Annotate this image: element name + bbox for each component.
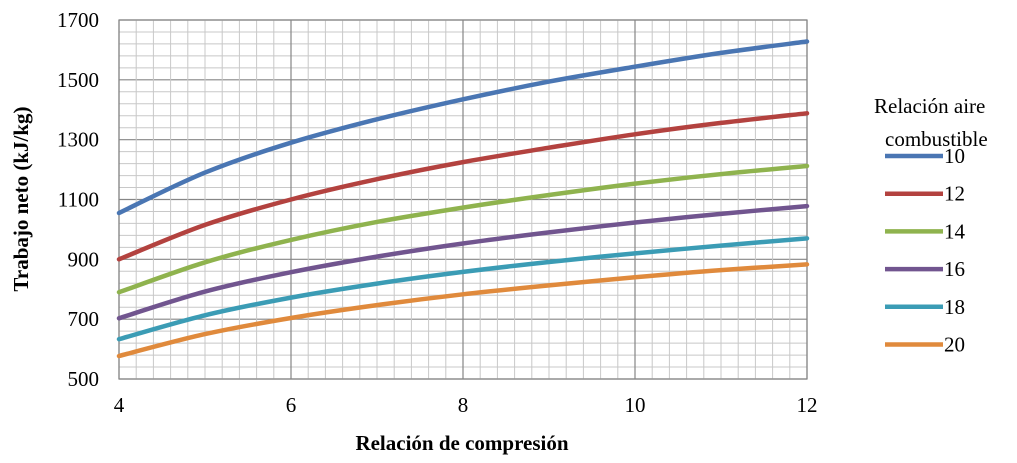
series-line-14 xyxy=(116,163,810,295)
x-tick-label: 10 xyxy=(625,393,646,417)
y-tick-label: 900 xyxy=(68,247,100,271)
x-tick-label: 4 xyxy=(114,393,125,417)
plot-border xyxy=(118,19,808,380)
legend-label-16: 16 xyxy=(944,257,965,281)
grid xyxy=(118,19,808,380)
series-line-10 xyxy=(116,39,810,216)
x-tick-label: 8 xyxy=(458,393,469,417)
legend-label-14: 14 xyxy=(944,219,966,243)
x-tick-label: 12 xyxy=(797,393,818,417)
y-tick-label: 500 xyxy=(68,367,100,391)
legend-title-line-1: Relación aire xyxy=(874,94,985,118)
legend-label-20: 20 xyxy=(944,333,965,357)
x-tick-label: 6 xyxy=(286,393,297,417)
legend-label-18: 18 xyxy=(944,295,965,319)
series-line-16 xyxy=(116,203,810,321)
y-tick-label: 1700 xyxy=(57,8,99,32)
legend-label-10: 10 xyxy=(944,144,965,168)
y-tick-label: 1300 xyxy=(57,128,99,152)
x-axis-title: Relación de compresión xyxy=(355,431,568,455)
y-tick-label: 1500 xyxy=(57,68,99,92)
tick-labels: 500 700 900 1100 1300 1500 1700 4 6 8 10 12 xyxy=(57,8,818,417)
y-axis-title: Trabajo neto (kJ/kg) xyxy=(9,106,33,291)
y-tick-label: 1100 xyxy=(58,188,99,212)
series-layer xyxy=(116,39,810,359)
series-line-20 xyxy=(116,262,810,359)
series-line-12 xyxy=(116,111,810,262)
y-tick-label: 700 xyxy=(68,307,100,331)
legend-title-line-2: combustible xyxy=(885,127,988,151)
series-line-18 xyxy=(116,236,810,342)
legend: Relación aire combustible 10 12 14 16 18 20 xyxy=(874,94,988,357)
legend-label-12: 12 xyxy=(944,182,965,206)
